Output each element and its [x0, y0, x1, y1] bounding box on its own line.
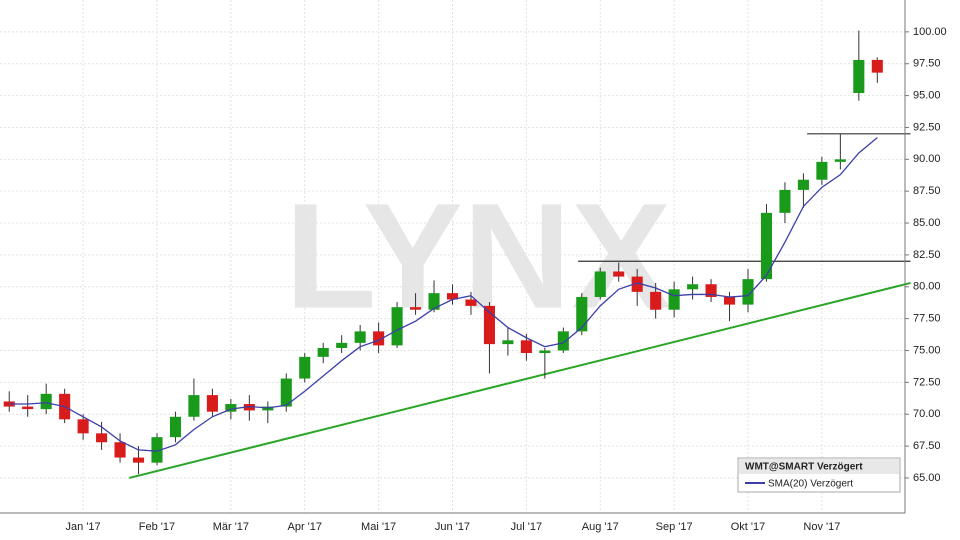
- candle-body: [151, 437, 163, 463]
- candle-body: [188, 395, 200, 417]
- candle-body: [594, 271, 606, 297]
- candle-body: [520, 340, 532, 354]
- watermark: LYNX: [285, 172, 671, 340]
- candle-body: [391, 307, 403, 346]
- legend-label: SMA(20) Verzögert: [768, 479, 853, 490]
- x-tick-label: Aug '17: [582, 521, 619, 533]
- candle-body: [724, 296, 736, 305]
- candle-body: [576, 296, 588, 332]
- x-tick-label: Mai '17: [361, 521, 396, 533]
- y-tick-label: 90.00: [913, 153, 941, 165]
- candle-body: [816, 161, 828, 180]
- x-tick-label: Okt '17: [731, 521, 766, 533]
- candle-body: [22, 406, 34, 410]
- candle-body: [225, 404, 237, 412]
- x-tick-label: Jun '17: [435, 521, 470, 533]
- y-tick-label: 87.50: [913, 185, 941, 197]
- y-tick-label: 77.50: [913, 313, 941, 325]
- candle-body: [354, 331, 366, 343]
- candle-body: [206, 395, 218, 412]
- candle-body: [779, 189, 791, 213]
- y-tick-label: 70.00: [913, 408, 941, 420]
- candle-body: [446, 293, 459, 300]
- candle-body: [687, 284, 699, 290]
- candle-body: [705, 284, 717, 297]
- candle-body: [465, 299, 477, 306]
- legend: WMT@SMART Verzögert SMA(20) Verzögert: [737, 457, 901, 493]
- candle-body: [77, 419, 89, 434]
- candle-body: [742, 279, 754, 305]
- legend-header: [739, 459, 899, 474]
- y-tick-label: 72.50: [913, 376, 941, 388]
- y-tick-label: 85.00: [913, 217, 941, 229]
- candle-body: [132, 457, 145, 463]
- candle-body: [797, 179, 809, 190]
- candle-body: [96, 433, 108, 443]
- candle-body: [613, 271, 625, 277]
- candle-body: [631, 276, 643, 292]
- legend-label: WMT@SMART Verzögert: [745, 462, 863, 473]
- x-tick-label: Sep '17: [656, 521, 693, 533]
- candle-body: [428, 293, 440, 310]
- y-tick-label: 82.50: [913, 249, 941, 261]
- x-tick-label: Jan '17: [66, 521, 101, 533]
- x-tick-label: Apr '17: [287, 521, 322, 533]
- candle-body: [280, 378, 292, 407]
- y-tick-label: 95.00: [913, 89, 941, 101]
- candle-body: [834, 159, 846, 162]
- candle-body: [557, 331, 569, 351]
- candle-body: [40, 393, 52, 410]
- y-tick-label: 67.50: [913, 440, 941, 452]
- candle-body: [114, 442, 126, 458]
- candle-body: [502, 340, 514, 345]
- x-tick-label: Nov '17: [803, 521, 840, 533]
- candle-body: [760, 212, 773, 280]
- candle-body: [336, 342, 348, 348]
- candle-body: [317, 347, 329, 357]
- y-tick-label: 65.00: [913, 472, 941, 484]
- candle-body: [668, 289, 680, 310]
- candle-body: [373, 331, 385, 346]
- y-tick-label: 75.00: [913, 344, 941, 356]
- candle-body: [853, 59, 865, 94]
- y-tick-label: 100.00: [913, 26, 947, 38]
- candle-body: [483, 305, 495, 345]
- candle-body: [410, 307, 422, 310]
- candle-body: [299, 356, 311, 379]
- y-tick-label: 97.50: [913, 58, 941, 70]
- trend-line: [129, 281, 911, 479]
- plot: [0, 0, 911, 513]
- x-tick-label: Jul '17: [511, 521, 542, 533]
- candle-body: [169, 416, 181, 438]
- y-tick-label: 92.50: [913, 121, 941, 133]
- sma-line: [9, 137, 878, 452]
- x-tick-label: Mär '17: [213, 521, 249, 533]
- x-tick-label: Feb '17: [139, 521, 175, 533]
- candle-body: [539, 350, 551, 354]
- y-tick-label: 80.00: [913, 281, 941, 293]
- candle-body: [650, 291, 662, 310]
- candle-body: [871, 59, 883, 73]
